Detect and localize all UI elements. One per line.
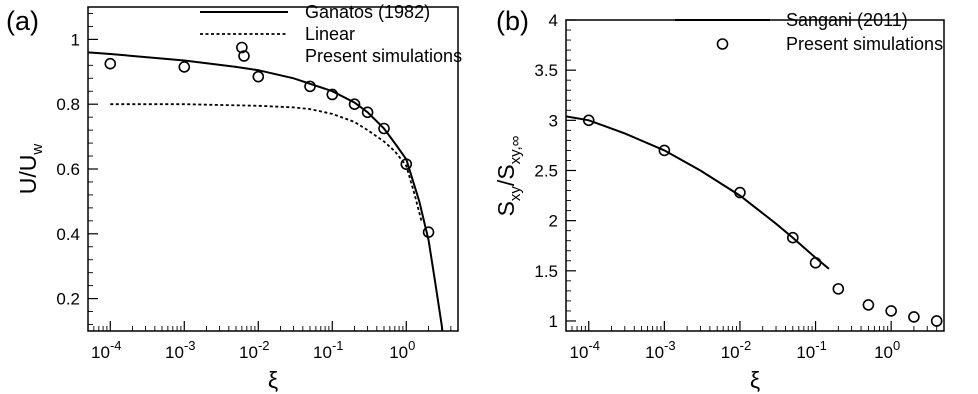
panel-b-legend: Sangani (2011) Present simulations bbox=[675, 10, 943, 54]
panel-b-x-tick-label: 10-2 bbox=[721, 338, 751, 362]
panel-a-plot-frame bbox=[87, 6, 459, 332]
panel-a: (a) 10-4 10-3 10-2 10-1 100 0.2 0.4 0.6 0.8 1 ξ U… bbox=[6, 2, 462, 393]
panel-a-present-simulations-point bbox=[104, 57, 117, 70]
panel-a-present-simulations-point bbox=[178, 61, 191, 73]
panel-a-series bbox=[88, 41, 444, 331]
panel-b-present-simulations-point bbox=[908, 311, 920, 323]
panel-b-legend-label: Sangani (2011) bbox=[786, 10, 908, 30]
panel-a-present-simulations-point bbox=[361, 106, 374, 119]
panel-b-label: (b) bbox=[496, 6, 529, 36]
panel-b-x-axis-label: ξ bbox=[750, 367, 760, 393]
panel-b-present-simulations-point bbox=[734, 186, 746, 199]
panel-a-y-axis-label: U/Uw bbox=[15, 144, 46, 195]
panel-a-present-simulations-point bbox=[422, 226, 435, 238]
panel-a-legend-label: Ganatos (1982) bbox=[305, 2, 430, 22]
panel-a-present-simulations-point bbox=[304, 80, 316, 93]
panel-a-y-tick-label: 0.2 bbox=[56, 290, 80, 309]
panel-a-x-tick-label: 10-1 bbox=[313, 338, 343, 362]
panel-b-present-simulations-point bbox=[658, 144, 671, 157]
panel-a-x-tick-label: 10-3 bbox=[165, 338, 195, 362]
panel-b-x-tick-label: 10-3 bbox=[645, 338, 675, 362]
panel-b-y-tick-label: 3 bbox=[549, 111, 558, 130]
panel-a-linear-line bbox=[110, 103, 423, 222]
panel-a-present-simulations-point bbox=[348, 98, 361, 110]
panel-a-present-simulations-point bbox=[236, 41, 248, 54]
panel-a-legend-label: Present simulations bbox=[305, 46, 462, 66]
panel-a-y-tick-label: 0.4 bbox=[56, 225, 80, 244]
panel-b-y-tick-label: 2.5 bbox=[534, 161, 558, 180]
panel-a-present-simulations-point bbox=[326, 88, 339, 101]
panel-a-x-axis-label: ξ bbox=[268, 367, 278, 393]
panel-b: (b) 10-4 10-3 10-2 10-1 100 1 1.5 2 2.5 3 3.5 4 ξ S… bbox=[493, 6, 945, 393]
panel-a-axes: 10-4 10-3 10-2 10-1 100 0.2 0.4 0.6 0.8 1 bbox=[56, 13, 452, 362]
panel-a-x-tick-label: 10-2 bbox=[239, 338, 269, 362]
panel-a-y-tick-label: 0.8 bbox=[56, 95, 80, 114]
panel-a-present-simulations-point bbox=[378, 122, 390, 135]
panel-b-y-axis-label: Sxy/Sxy,∞ bbox=[493, 135, 524, 216]
panel-a-ganatos-1982-line bbox=[88, 51, 444, 331]
panel-b-y-tick-label: 3.5 bbox=[534, 61, 558, 80]
panel-b-present-simulations-point bbox=[786, 231, 799, 244]
panel-b-sangani-2011-line bbox=[566, 115, 830, 270]
panel-b-series bbox=[566, 114, 943, 327]
panel-b-axes: 10-4 10-3 10-2 10-1 100 1 1.5 2 2.5 3 3.5 4 bbox=[534, 11, 938, 362]
panel-a-legend-marker bbox=[238, 50, 250, 62]
panel-b-present-simulations-point bbox=[930, 315, 943, 327]
panel-a-y-tick-label: 0.6 bbox=[56, 160, 80, 179]
panel-b-x-tick-label: 10-4 bbox=[570, 338, 600, 362]
panel-a-y-tick-label: 1 bbox=[71, 30, 80, 49]
panel-b-x-tick-label: 100 bbox=[874, 338, 900, 362]
panel-b-present-simulations-point bbox=[809, 256, 822, 269]
panel-a-legend-label: Linear bbox=[305, 24, 355, 44]
panel-b-y-tick-label: 2 bbox=[549, 212, 558, 231]
panel-b-y-tick-label: 1 bbox=[549, 312, 558, 331]
panel-b-present-simulations-point bbox=[582, 114, 595, 127]
panel-a-present-simulations-point bbox=[252, 70, 265, 83]
panel-b-present-simulations-point bbox=[832, 283, 845, 295]
panel-b-plot-frame bbox=[565, 19, 945, 332]
panel-a-label: (a) bbox=[6, 6, 39, 36]
panel-b-x-tick-label: 10-1 bbox=[796, 338, 826, 362]
panel-a-x-tick-label: 10-4 bbox=[91, 338, 121, 362]
panel-b-legend-marker bbox=[716, 38, 729, 50]
panel-b-y-tick-label: 1.5 bbox=[534, 262, 558, 281]
panel-b-legend-label: Present simulations bbox=[786, 34, 943, 54]
panel-a-x-tick-label: 100 bbox=[389, 338, 415, 362]
panel-a-present-simulations-point bbox=[400, 158, 413, 170]
panel-b-y-tick-label: 4 bbox=[549, 11, 558, 30]
panel-b-present-simulations-point bbox=[862, 299, 875, 311]
panel-b-present-simulations-point bbox=[885, 305, 897, 317]
